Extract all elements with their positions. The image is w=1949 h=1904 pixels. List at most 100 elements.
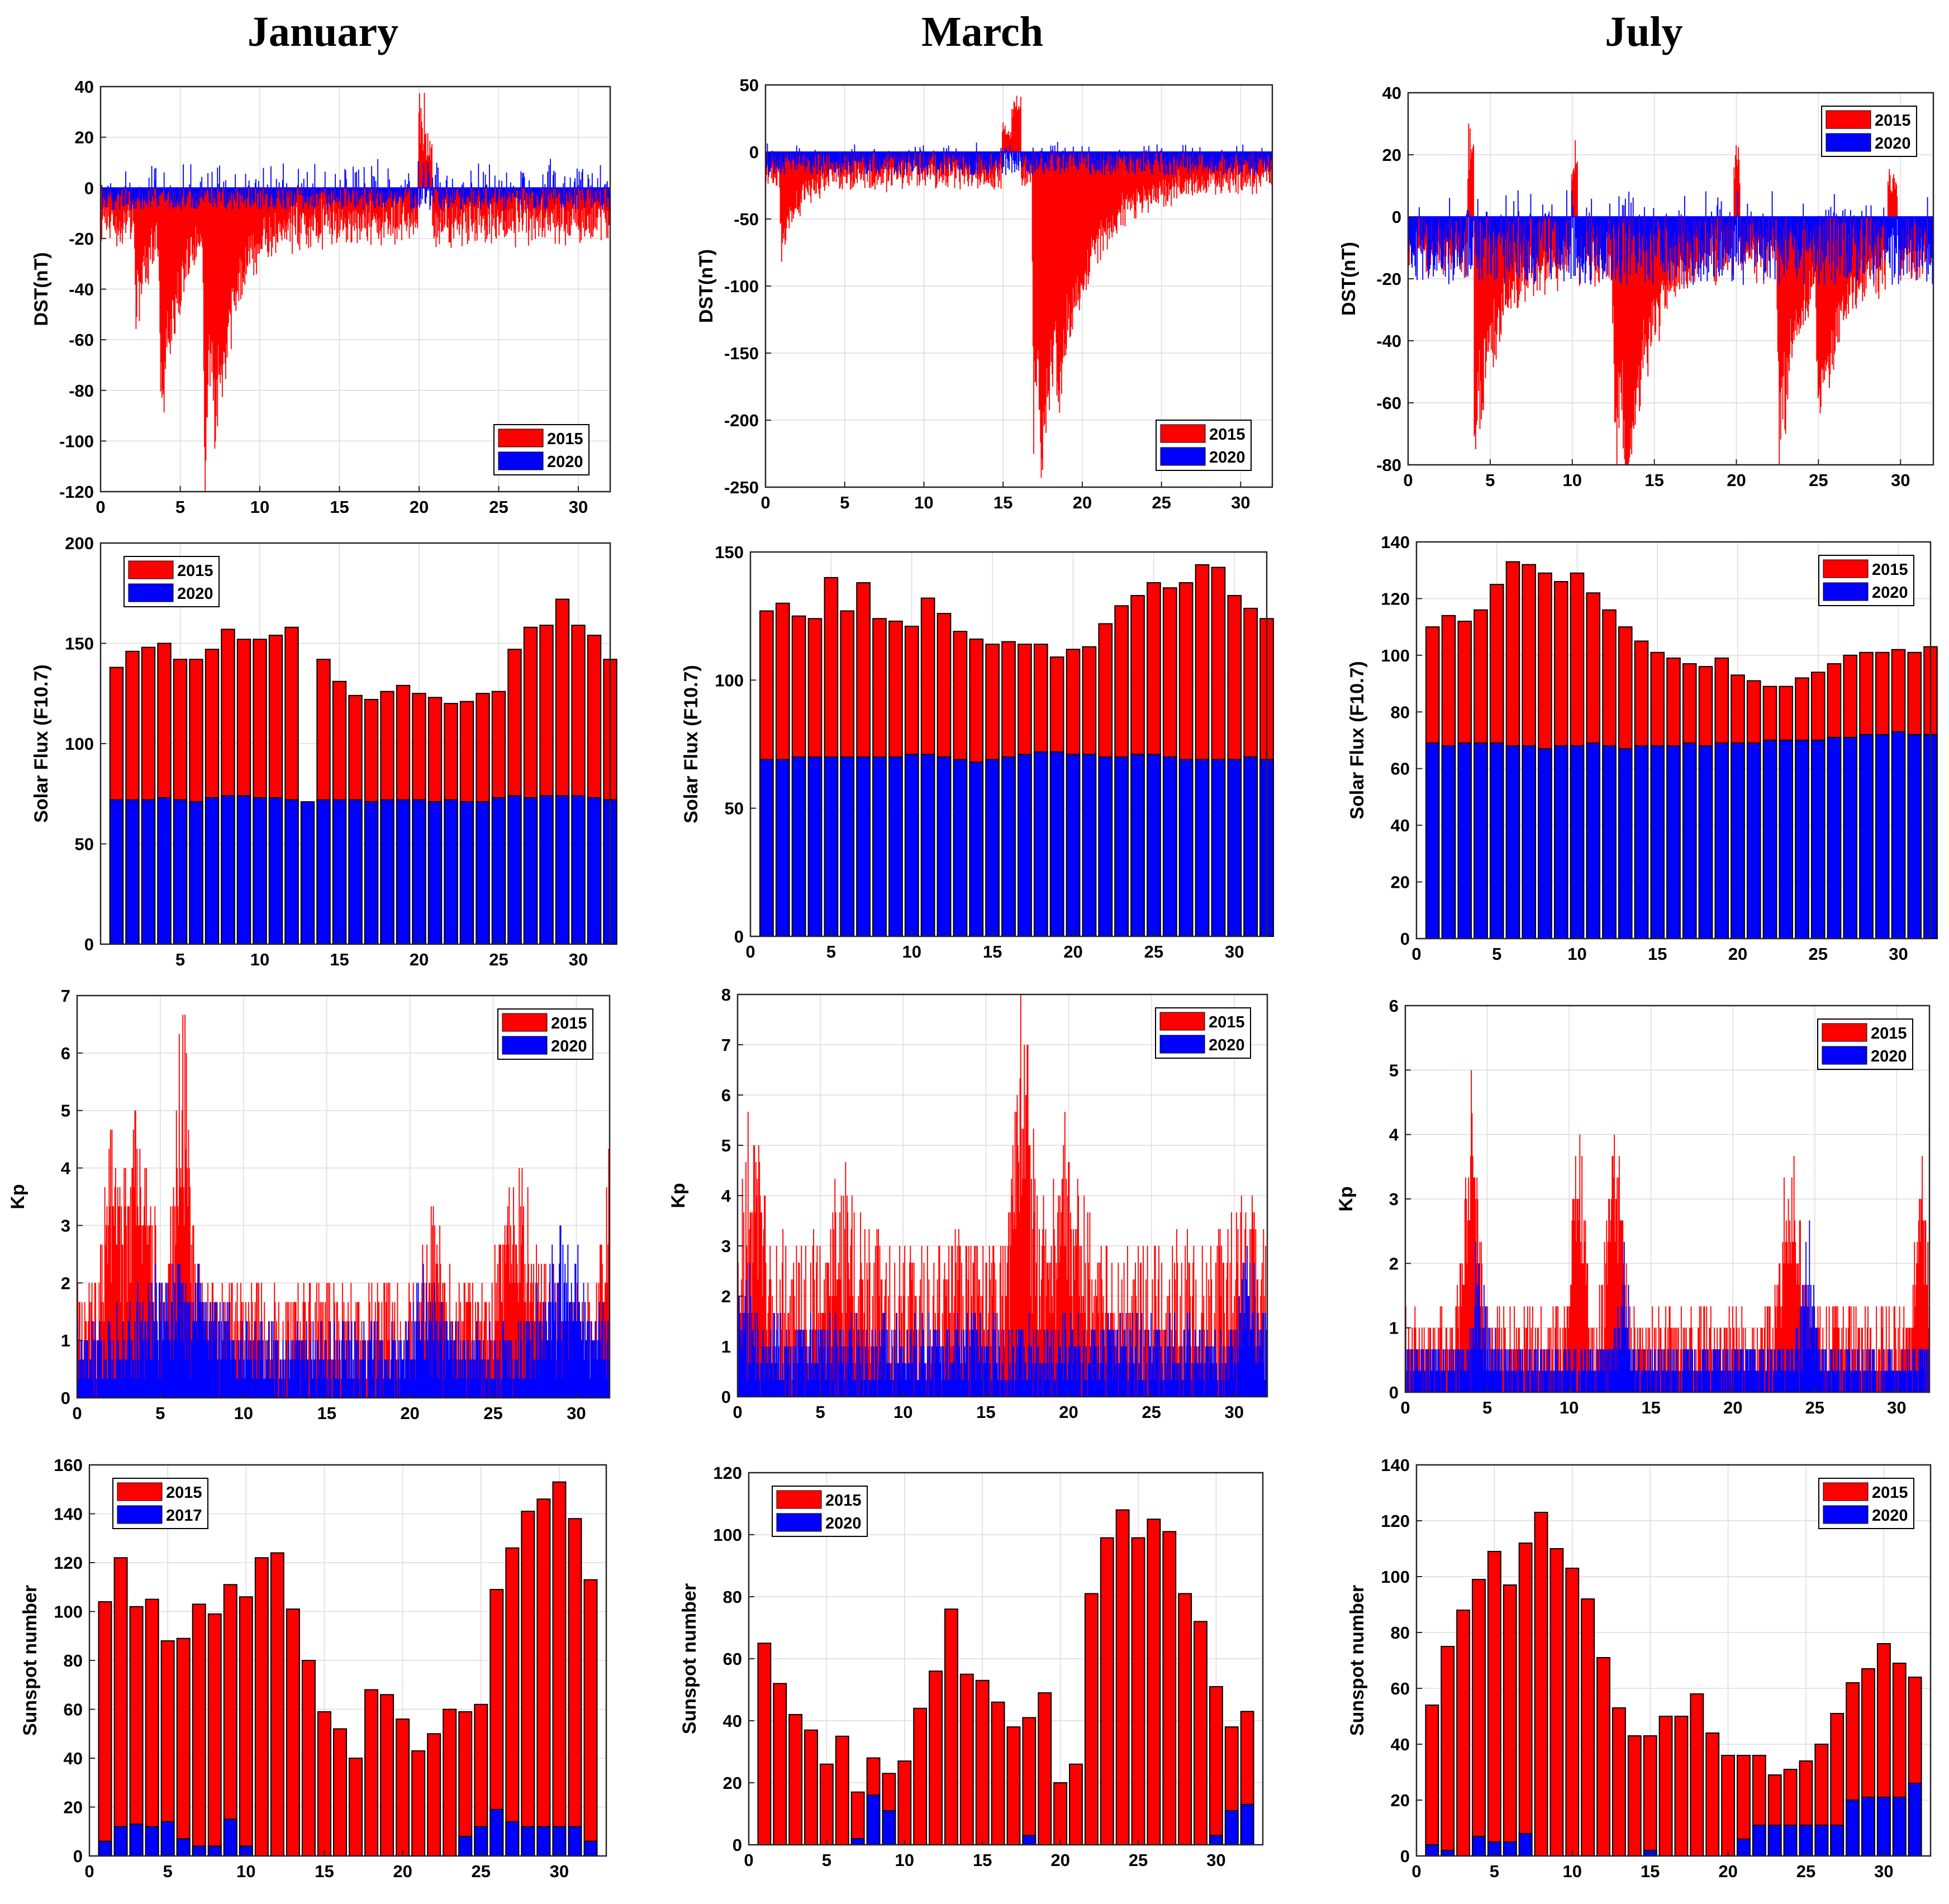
bar-2020	[305, 188, 307, 203]
bar-2020	[1838, 217, 1839, 219]
bar-2020	[1267, 152, 1268, 165]
bar-2015	[287, 188, 288, 223]
bar-2020	[1449, 198, 1451, 217]
bar-2015	[1409, 217, 1410, 265]
bar-2015	[199, 188, 201, 235]
bar-2015	[814, 152, 816, 194]
bar-2020	[1143, 146, 1145, 152]
bar-2015	[1576, 161, 1578, 217]
bar-2015	[323, 188, 325, 206]
bar-2015	[1217, 152, 1219, 185]
bar-2020	[901, 152, 903, 155]
bar-2020	[609, 188, 610, 210]
bar-2015	[1676, 217, 1677, 287]
bar-2015	[1896, 196, 1898, 217]
bar-2015	[552, 188, 553, 214]
bar-2015	[192, 188, 193, 254]
bar-2020	[1030, 152, 1031, 164]
bar-2020	[1918, 217, 1919, 226]
bar-2020	[1050, 145, 1052, 152]
bar-2015	[1845, 217, 1846, 310]
bar-2015	[1152, 152, 1154, 185]
y-tick-label: 150	[715, 542, 744, 562]
bar-2015	[1833, 217, 1835, 355]
bar-2020	[115, 188, 116, 201]
bar-2020-day-11	[268, 797, 283, 945]
bar-2015	[806, 152, 807, 189]
bar-2020	[379, 188, 381, 192]
bar-2020	[1584, 217, 1586, 283]
bar-2015	[1148, 152, 1149, 189]
bar-2015	[1071, 152, 1072, 327]
bar-2020	[1822, 217, 1823, 250]
bar-2020	[1662, 217, 1663, 272]
bar-2015	[275, 188, 277, 234]
bar-2020	[880, 152, 881, 166]
panel-jul_dst: 0 5 10 15 20 25 3040200-20-40-60-80DST(nT)2015…	[1338, 83, 1934, 490]
bar-2020	[150, 188, 151, 207]
bar-2015	[954, 152, 956, 178]
bar-2020	[1870, 205, 1872, 217]
bar-2020	[1202, 152, 1204, 172]
bar-2020	[198, 188, 200, 205]
bar-2020-day-20	[1731, 742, 1745, 939]
bar-2015	[1509, 217, 1511, 298]
bar-2015	[184, 188, 186, 264]
bar-2015	[1145, 152, 1147, 201]
bar-2020	[572, 188, 574, 205]
bar-2015	[379, 188, 381, 218]
bar-2015	[205, 188, 206, 492]
bar-2020	[1262, 152, 1263, 164]
bar-2020	[1186, 152, 1187, 168]
bar-2015	[1858, 217, 1860, 290]
bar-2015	[150, 188, 151, 260]
bar-2015	[1035, 152, 1037, 382]
bar-2020	[1525, 217, 1527, 240]
bar-2015	[351, 188, 353, 212]
bar-2020	[1929, 217, 1931, 264]
bar-2020	[1549, 217, 1551, 274]
bar-2015	[238, 188, 240, 301]
bar-2015	[111, 188, 113, 215]
bar-2015	[1621, 217, 1623, 411]
bar-2020	[1580, 217, 1581, 284]
bar-2015	[1860, 217, 1862, 260]
bar-2020	[1931, 217, 1933, 258]
bar-2015	[1041, 152, 1043, 459]
bar-2015	[1099, 152, 1100, 230]
bar-2020-day-19	[396, 799, 411, 945]
bar-2020	[1024, 152, 1025, 161]
bar-2020	[1228, 152, 1229, 166]
bar-2015	[1169, 152, 1171, 189]
bar-2015	[1113, 152, 1114, 232]
bar-2020	[1249, 152, 1251, 175]
bar-2015	[1669, 217, 1671, 285]
bar-2020	[1836, 217, 1838, 269]
bar-2015	[134, 188, 135, 249]
bar-2020	[602, 188, 603, 210]
bar-2020	[1923, 217, 1924, 252]
bar-2015	[441, 188, 443, 231]
bar-2020	[286, 183, 288, 188]
bar-2020	[801, 152, 803, 163]
bar-2020	[997, 152, 999, 155]
bar-2020	[1707, 217, 1709, 232]
bar-2020	[235, 188, 237, 203]
bar-2020	[1760, 217, 1762, 258]
bar-2020	[1896, 217, 1897, 254]
bar-2020	[390, 188, 392, 191]
bar-2015	[1030, 152, 1031, 183]
bar-2020	[536, 188, 538, 196]
bar-2020	[1175, 152, 1176, 175]
bar-2020	[188, 188, 189, 191]
bar-2015	[249, 188, 250, 264]
bar-2015	[1113, 152, 1115, 224]
bar-2020	[244, 188, 246, 199]
bar-2015	[381, 188, 383, 228]
bar-2015	[1268, 152, 1270, 175]
bar-2015	[212, 188, 213, 344]
bar-2020	[1915, 217, 1917, 280]
bar-2020	[302, 188, 303, 197]
bar-2020	[1517, 190, 1519, 217]
bar-2020	[886, 152, 887, 156]
